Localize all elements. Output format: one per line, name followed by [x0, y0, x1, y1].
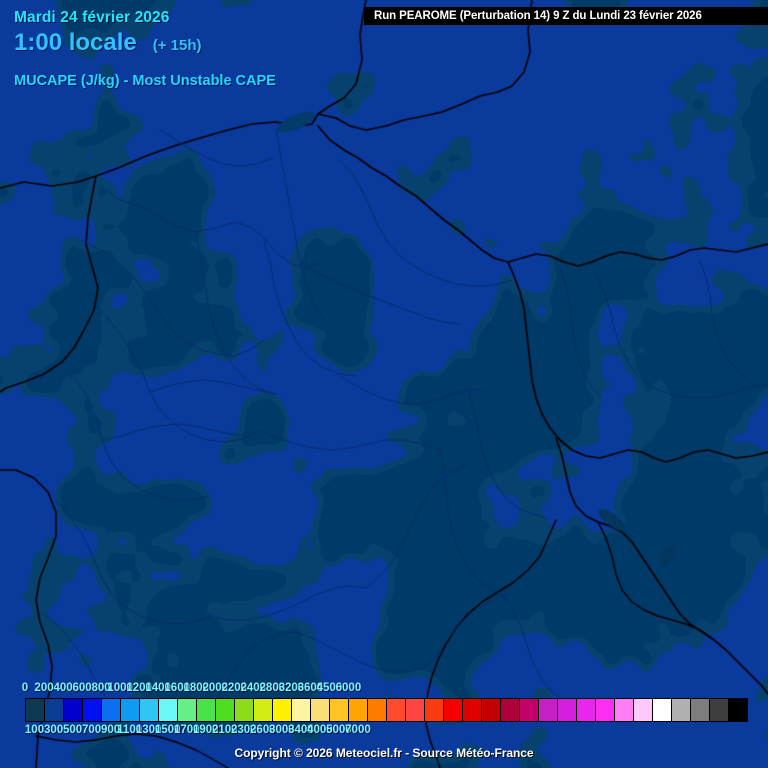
legend-swatch	[235, 699, 254, 721]
legend-swatch	[634, 699, 653, 721]
legend-swatch	[83, 699, 102, 721]
legend-tick-label: 2100	[211, 724, 238, 736]
legend-tick-label: 1000	[107, 682, 133, 694]
copyright-notice: Copyright © 2026 Meteociel.fr - Source M…	[234, 746, 534, 760]
legend-tick-label: 6000	[335, 682, 362, 694]
legend-tick-label: 2800	[259, 682, 286, 694]
legend-swatch	[558, 699, 577, 721]
legend-swatch	[216, 699, 235, 721]
legend-swatch	[292, 699, 311, 721]
legend-tick-label: 1700	[173, 724, 200, 736]
legend-swatch	[539, 699, 558, 721]
color-scale-legend: 0 200 400 600 800 1000 1200 1400 1600 1800 2000 220…	[0, 680, 768, 768]
model-run-label: Run PEAROME (Perturbation 14) 9 Z du Lun…	[374, 10, 702, 22]
legend-tick-label: 1800	[183, 682, 210, 694]
legend-swatch	[444, 699, 463, 721]
legend-tick-label: 1500	[154, 724, 181, 736]
legend-swatch	[368, 699, 387, 721]
legend-tick-label: 200	[34, 682, 54, 694]
legend-tick-label: 5000	[326, 724, 352, 736]
legend-swatch	[672, 699, 691, 721]
legend-tick-label: 300	[43, 724, 64, 736]
legend-swatch	[159, 699, 178, 721]
legend-tick-label: 600	[72, 682, 92, 694]
legend-swatch	[520, 699, 539, 721]
legend-tick-label: 100	[24, 724, 45, 736]
model-run-banner: Run PEAROME (Perturbation 14) 9 Z du Lun…	[364, 7, 768, 25]
legend-tick-label: 1600	[164, 682, 190, 694]
legend-swatch	[140, 699, 159, 721]
legend-ticks-bottom: 100 300 500 700 900 1100 1300 1500 1700 1900 2100 2…	[25, 724, 748, 738]
legend-swatch	[577, 699, 596, 721]
legend-tick-label: 1200	[126, 682, 152, 694]
legend-tick-label: 1400	[145, 682, 171, 694]
legend-tick-label: 1300	[135, 724, 162, 736]
legend-swatch	[311, 699, 330, 721]
legend-tick-label: 2400	[240, 682, 267, 694]
legend-swatch	[178, 699, 197, 721]
legend-swatch	[387, 699, 406, 721]
legend-tick-label: 2300	[231, 724, 257, 736]
legend-tick-label: 4500	[316, 682, 343, 694]
legend-swatch	[330, 699, 349, 721]
legend-tick-label: 500	[62, 724, 83, 736]
legend-swatch	[121, 699, 140, 721]
legend-swatch	[254, 699, 273, 721]
legend-tick-label: 3400	[288, 724, 314, 736]
legend-tick-label: 3200	[278, 682, 305, 694]
legend-tick-label: 2000	[202, 682, 229, 694]
legend-tick-label: 0	[21, 682, 29, 694]
legend-swatch	[691, 699, 710, 721]
legend-tick-label: 3600	[297, 682, 324, 694]
legend-tick-label: 3000	[269, 724, 295, 736]
legend-tick-label: 900	[101, 724, 121, 736]
legend-tick-label: 7000	[345, 724, 371, 736]
legend-swatch	[64, 699, 83, 721]
legend-swatch	[26, 699, 45, 721]
legend-swatch	[349, 699, 368, 721]
legend-swatch	[273, 699, 292, 721]
legend-swatch	[596, 699, 615, 721]
legend-tick-label: 1900	[192, 724, 219, 736]
legend-ticks-top: 0 200 400 600 800 1000 1200 1400 1600 1800 2000 220…	[21, 682, 748, 696]
legend-tick-label: 400	[53, 682, 73, 694]
legend-swatch	[653, 699, 672, 721]
legend-swatch	[710, 699, 729, 721]
legend-swatch	[482, 699, 501, 721]
legend-tick-label: 700	[81, 724, 102, 736]
legend-tick-label: 800	[91, 682, 111, 694]
legend-swatch	[102, 699, 121, 721]
legend-swatch	[501, 699, 520, 721]
legend-tick-label: 4000	[307, 724, 333, 736]
legend-swatch	[425, 699, 444, 721]
legend-swatch	[406, 699, 425, 721]
legend-color-bar[interactable]	[25, 698, 748, 722]
legend-swatch	[729, 699, 747, 721]
legend-tick-label: 2600	[250, 724, 276, 736]
legend-swatch	[615, 699, 634, 721]
legend-swatch	[463, 699, 482, 721]
legend-tick-label: 1100	[117, 724, 143, 736]
legend-swatch	[197, 699, 216, 721]
legend-swatch	[45, 699, 64, 721]
legend-tick-label: 2200	[221, 682, 248, 694]
